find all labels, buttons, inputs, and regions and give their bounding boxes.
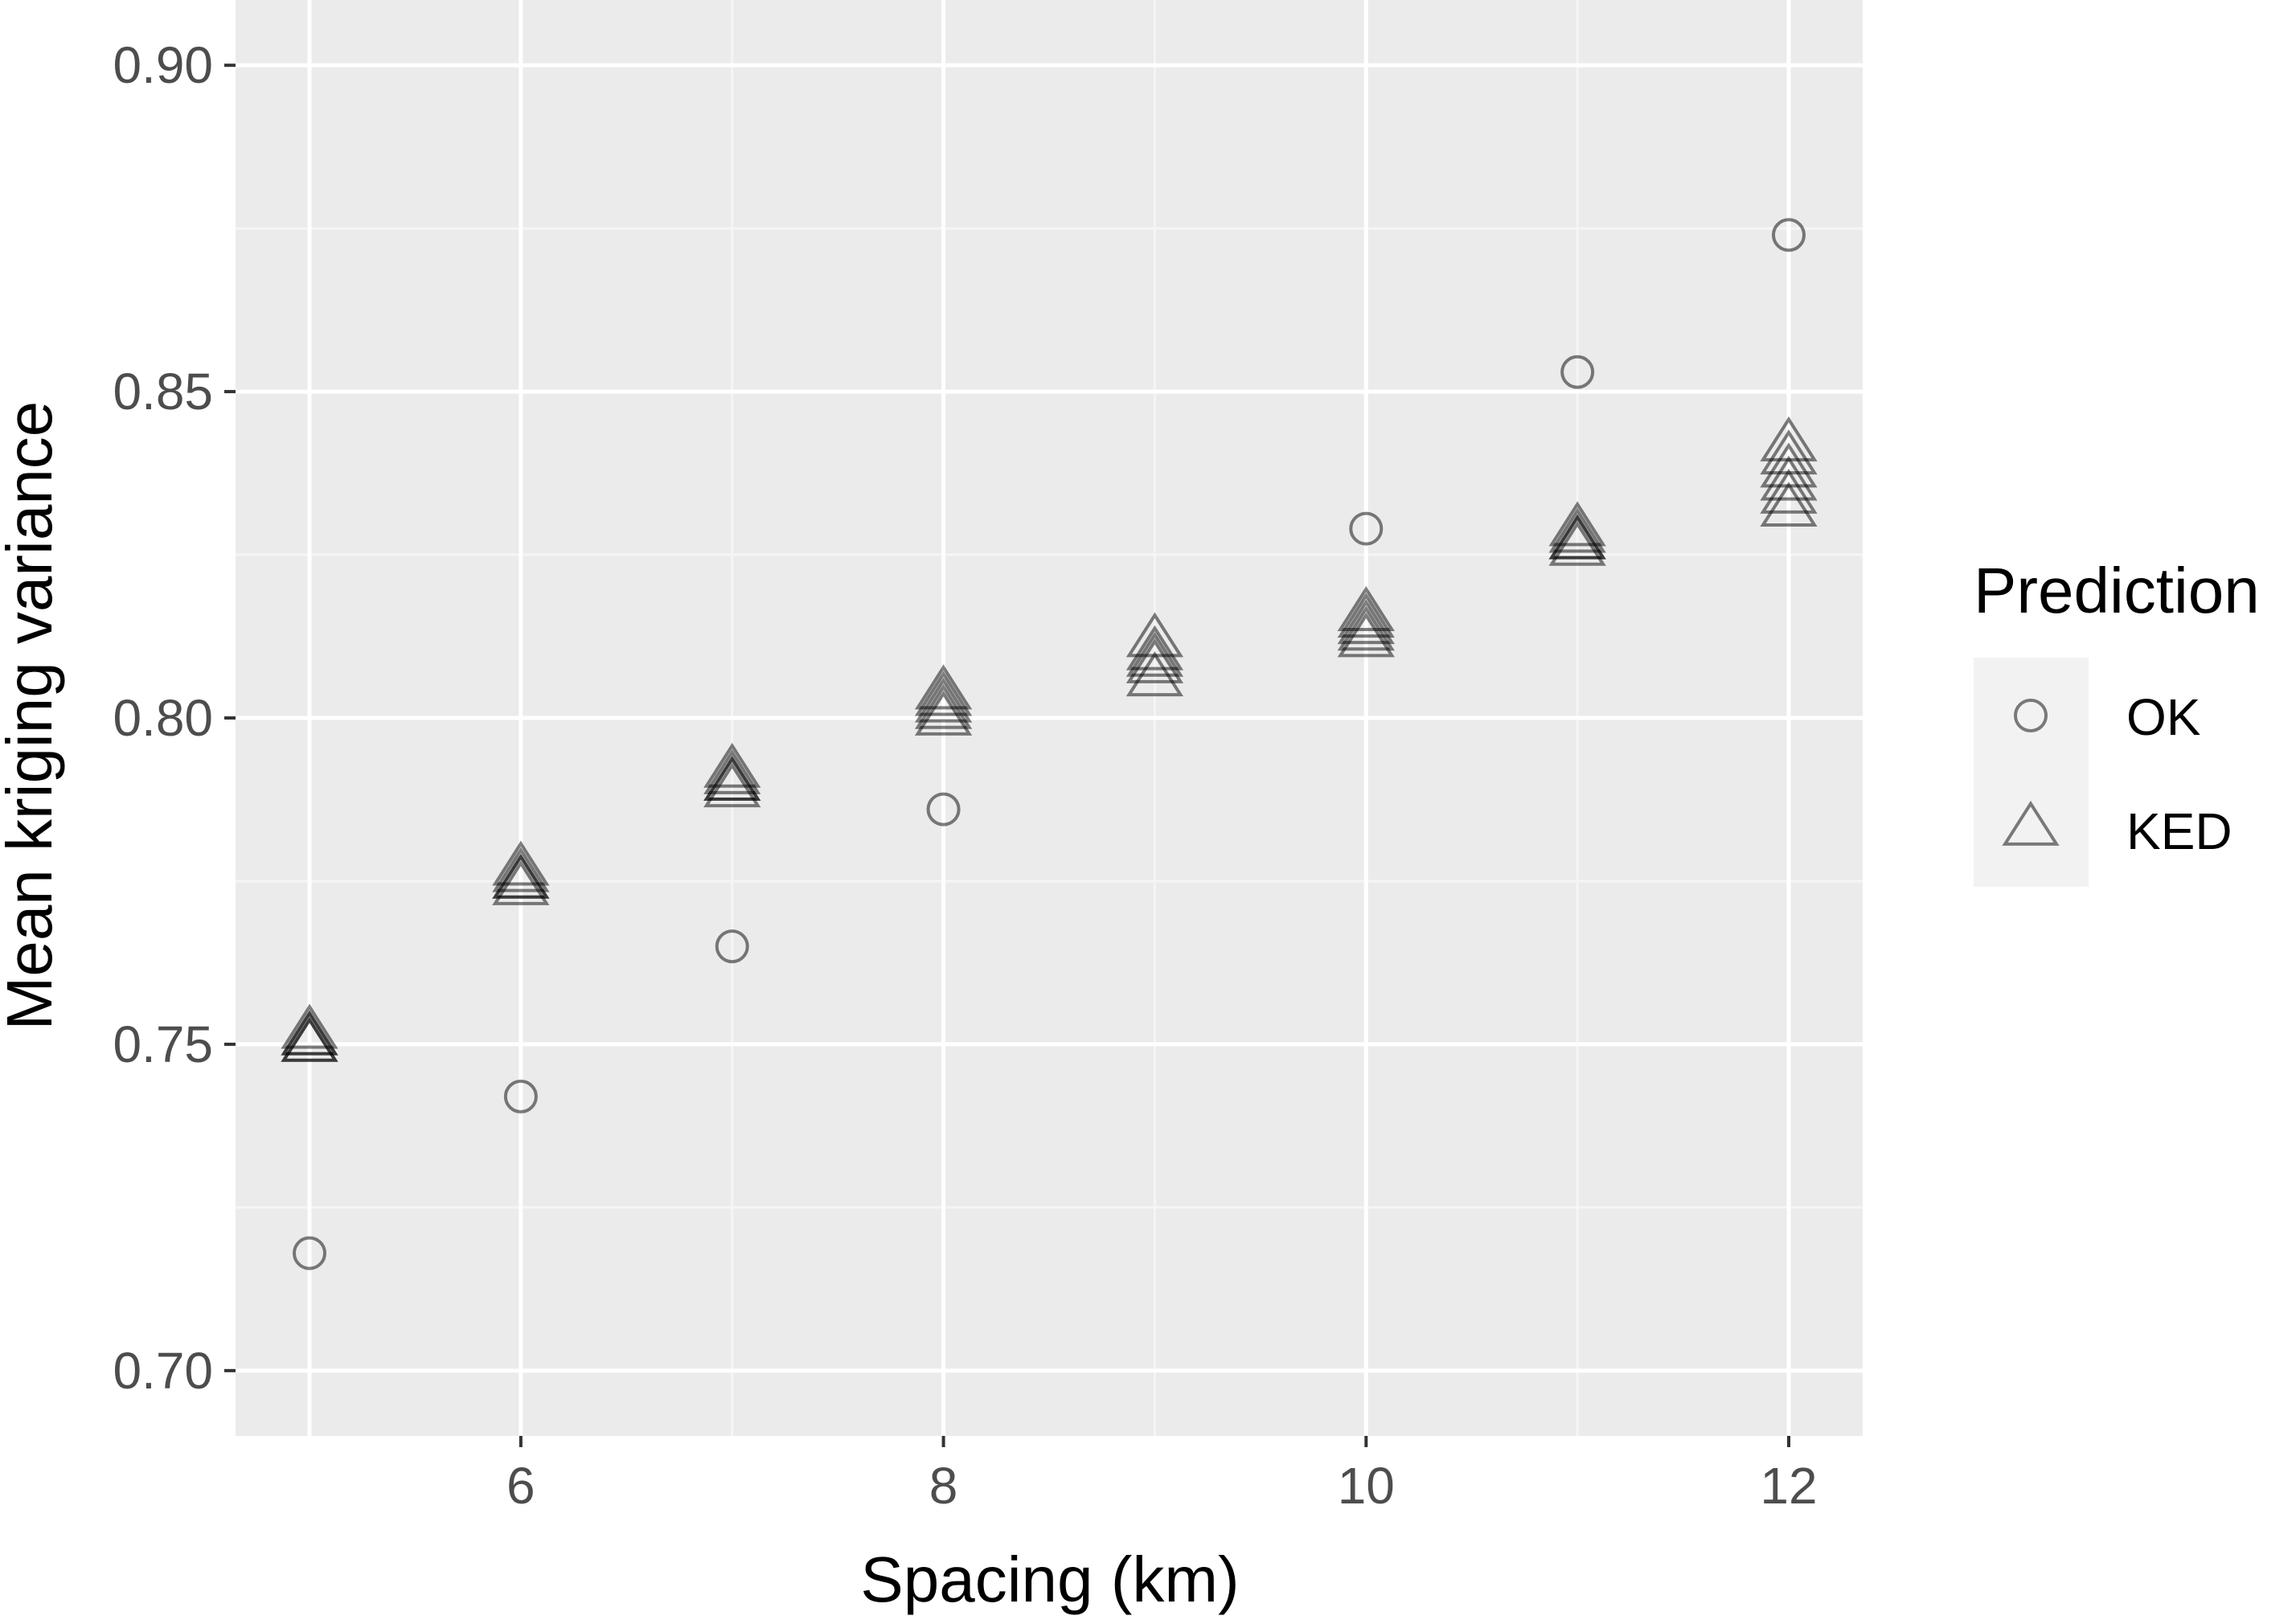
- legend-label-ked: KED: [2126, 802, 2232, 860]
- legend: Prediction OK KED: [1974, 555, 2260, 887]
- ok-point: [926, 792, 961, 826]
- ked-point: [914, 671, 973, 716]
- axis-tick-labels: 6 8 10 12 0.70 0.75 0.80 0.85 0.90: [113, 36, 1817, 1515]
- ked-point: [914, 664, 973, 710]
- y-tick-label: 0.80: [113, 689, 213, 747]
- major-gridlines: [236, 0, 1863, 1436]
- y-axis-title: Mean kriging variance: [0, 401, 65, 1031]
- ked-point: [1125, 625, 1184, 671]
- ok-point: [1560, 355, 1595, 389]
- x-axis-title: Spacing (km): [860, 1544, 1239, 1615]
- ked-point: [703, 756, 761, 802]
- ked-point: [1760, 468, 1818, 514]
- ok-point: [503, 1079, 538, 1113]
- legend-title: Prediction: [1974, 555, 2260, 626]
- ked-point: [703, 742, 761, 788]
- ok-point: [293, 1236, 326, 1270]
- ked-point: [1760, 416, 1818, 461]
- legend-key-ok: [2014, 699, 2048, 732]
- data-points: [281, 218, 1818, 1270]
- ked-point: [281, 1016, 338, 1062]
- ked-point: [1548, 507, 1606, 553]
- ked-point: [492, 840, 550, 886]
- ked-point: [1760, 482, 1818, 527]
- ked-point: [1337, 593, 1395, 638]
- ok-point: [1349, 511, 1384, 546]
- ked-point: [1548, 501, 1606, 547]
- ked-point: [1125, 638, 1184, 683]
- legend-circle-icon: [2014, 699, 2048, 732]
- legend-key-ked: [2002, 800, 2060, 846]
- legend-label-ok: OK: [2126, 688, 2200, 746]
- ked-point: [1337, 585, 1395, 631]
- axis-ticks: [224, 64, 1790, 1447]
- y-tick-label: 0.75: [113, 1015, 213, 1073]
- ked-point: [492, 853, 550, 899]
- ked-point: [1548, 514, 1606, 560]
- y-tick-label: 0.90: [113, 36, 213, 94]
- ked-point: [1125, 612, 1184, 658]
- ked-point: [281, 1003, 338, 1049]
- x-tick-label: 8: [929, 1457, 958, 1515]
- x-tick-label: 10: [1338, 1457, 1395, 1515]
- ked-point: [1760, 455, 1818, 501]
- ked-point: [703, 748, 761, 794]
- x-tick-label: 6: [506, 1457, 535, 1515]
- y-tick-label: 0.85: [113, 363, 213, 420]
- ked-point: [281, 1010, 338, 1056]
- ok-point: [715, 929, 749, 964]
- ked-point: [1760, 442, 1818, 488]
- legend-key-background: [1974, 658, 2089, 887]
- x-tick-label: 12: [1760, 1457, 1817, 1515]
- ked-point: [492, 847, 550, 892]
- ked-point: [1760, 429, 1818, 475]
- legend-triangle-icon: [2002, 800, 2060, 846]
- ok-point: [1772, 218, 1806, 252]
- y-tick-label: 0.70: [113, 1342, 213, 1400]
- ked-point: [914, 677, 973, 723]
- ked-point: [1337, 599, 1395, 645]
